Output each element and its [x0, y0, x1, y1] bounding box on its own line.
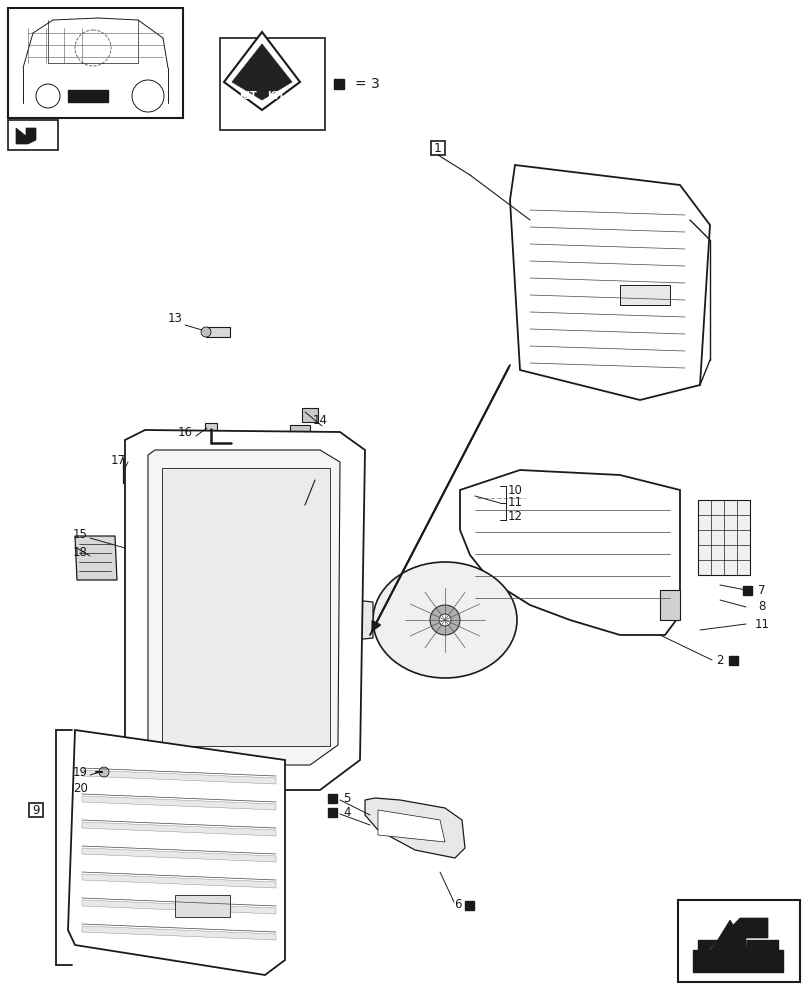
Polygon shape: [509, 165, 709, 400]
Circle shape: [36, 84, 60, 108]
Text: = 3: = 3: [354, 77, 379, 91]
Bar: [328, 808, 337, 816]
Text: KIT: KIT: [238, 91, 256, 101]
Bar: [162, 468, 329, 746]
Polygon shape: [82, 900, 276, 914]
Bar: [8, 120, 58, 150]
Text: KIT: KIT: [267, 91, 285, 101]
Polygon shape: [290, 425, 310, 435]
Text: 15: 15: [73, 528, 88, 542]
Polygon shape: [232, 44, 292, 100]
Text: 17: 17: [110, 454, 126, 466]
Text: 12: 12: [508, 510, 522, 522]
Polygon shape: [148, 450, 340, 765]
Polygon shape: [206, 327, 230, 337]
Polygon shape: [699, 918, 767, 965]
Polygon shape: [122, 458, 167, 483]
Polygon shape: [659, 590, 679, 620]
Bar: [8, 8, 182, 118]
Text: 9: 9: [32, 804, 40, 816]
Text: 18: 18: [73, 546, 88, 560]
Polygon shape: [204, 423, 217, 433]
Bar: [465, 900, 474, 910]
Polygon shape: [125, 430, 365, 790]
Polygon shape: [224, 32, 299, 110]
Circle shape: [526, 492, 538, 504]
Polygon shape: [82, 796, 276, 810]
Polygon shape: [460, 470, 679, 635]
Circle shape: [305, 450, 324, 470]
Polygon shape: [699, 918, 767, 965]
Text: 6: 6: [453, 898, 461, 912]
Bar: [692, 950, 782, 972]
Text: 14: 14: [312, 414, 327, 426]
Polygon shape: [82, 822, 276, 836]
Bar: [29, 803, 43, 817]
Text: 8: 8: [757, 600, 765, 613]
Polygon shape: [292, 502, 315, 516]
Text: 16: 16: [178, 426, 192, 440]
Circle shape: [144, 465, 154, 475]
Polygon shape: [82, 848, 276, 862]
Polygon shape: [68, 730, 285, 975]
Polygon shape: [82, 770, 276, 784]
Ellipse shape: [372, 562, 517, 678]
Bar: [620, 285, 669, 305]
Text: 4: 4: [342, 806, 350, 818]
Bar: [328, 794, 337, 802]
Bar: [697, 940, 777, 970]
Text: 11: 11: [508, 496, 522, 510]
Text: 7: 7: [757, 584, 765, 596]
Bar: [175, 895, 230, 917]
Bar: [743, 585, 752, 594]
Polygon shape: [335, 598, 372, 642]
Bar: [333, 79, 344, 89]
Text: 20: 20: [73, 782, 88, 794]
Bar: [431, 141, 444, 155]
Bar: [68, 90, 108, 102]
Polygon shape: [378, 810, 444, 842]
Polygon shape: [82, 926, 276, 940]
Text: 5: 5: [342, 792, 350, 804]
Polygon shape: [697, 500, 749, 575]
Polygon shape: [365, 798, 465, 858]
Circle shape: [201, 327, 211, 337]
Text: 1: 1: [434, 141, 441, 154]
Bar: [677, 900, 799, 982]
Polygon shape: [75, 536, 117, 580]
Text: 19: 19: [73, 766, 88, 780]
Polygon shape: [82, 874, 276, 888]
Circle shape: [430, 605, 460, 635]
Circle shape: [462, 491, 476, 505]
Polygon shape: [16, 128, 36, 144]
Bar: [220, 38, 324, 130]
Text: 10: 10: [508, 484, 522, 496]
Circle shape: [294, 440, 335, 480]
Text: 13: 13: [167, 312, 182, 324]
Text: 2: 2: [715, 654, 723, 666]
Circle shape: [132, 80, 164, 112]
Circle shape: [439, 614, 450, 626]
Circle shape: [99, 767, 109, 777]
Bar: [728, 656, 737, 664]
Bar: [185, 765, 234, 780]
Text: 11: 11: [754, 617, 769, 631]
Polygon shape: [697, 920, 762, 972]
Polygon shape: [302, 408, 318, 422]
